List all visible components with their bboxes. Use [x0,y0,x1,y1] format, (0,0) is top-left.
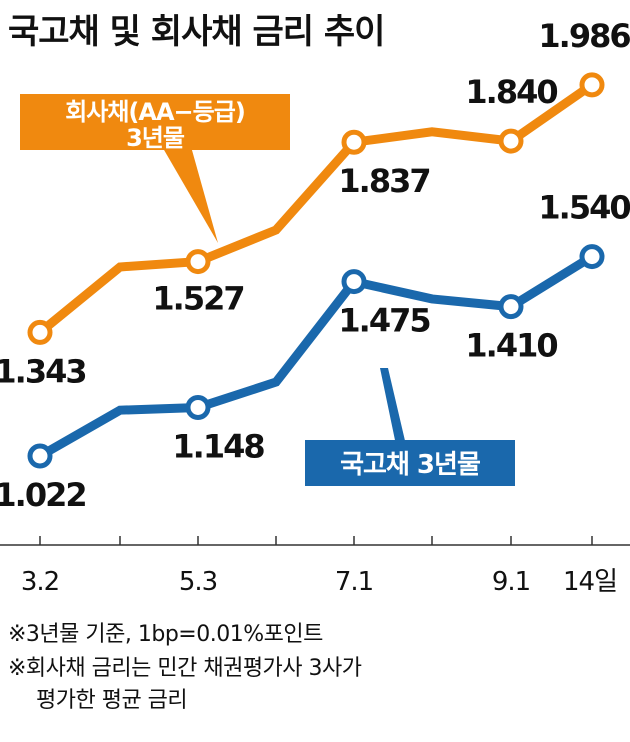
treasury-legend: 국고채 3년물 [340,450,480,480]
data-point [579,72,605,98]
footnote-2: ※회사채 금리는 민간 채권평가사 3사가 [8,656,362,681]
data-point [341,129,367,155]
data-label: 1.837 [338,162,429,200]
corporate-bond-series: 1.343 1.527 1.837 1.840 1.986 [0,17,630,391]
data-label: 1.148 [172,427,264,465]
data-point [27,443,53,469]
data-point [498,128,524,154]
data-label: 1.840 [465,73,557,111]
x-tick-label: 9.1 [492,567,530,597]
footnote-3: 평가한 평균 금리 [36,688,188,713]
footnote-1: ※3년물 기준, 1bp=0.01%포인트 [8,622,323,647]
corporate-legend-line2: 3년물 [126,124,185,152]
data-point [185,394,211,420]
x-tick-label: 5.3 [179,567,217,597]
data-point [185,249,211,275]
chart-title: 국고채 및 회사채 금리 추이 [8,12,385,52]
treasury-callout-pointer [380,368,406,445]
data-label: 1.410 [465,327,557,365]
series-line [37,81,595,336]
corporate-legend-line1: 회사채(AA−등급) [65,98,245,126]
data-label: 1.475 [338,302,430,340]
corporate-callout-box [20,94,290,150]
treasury-callout-box [305,440,515,486]
data-point [498,294,524,320]
series-line [37,252,595,460]
data-point [341,269,367,295]
x-tick-label: 14일 [563,567,617,597]
data-label: 1.540 [538,189,630,227]
data-label: 1.527 [152,280,243,318]
x-tick-label: 7.1 [335,567,373,597]
data-point [579,244,605,270]
x-tick-label: 3.2 [21,567,59,597]
data-point [27,319,53,345]
data-label: 1.343 [0,352,86,390]
treasury-series: 1.022 1.148 1.475 1.410 1.540 [0,189,630,514]
data-label: 1.986 [538,17,630,55]
corporate-callout-pointer [160,143,218,243]
data-label: 1.022 [0,476,86,514]
